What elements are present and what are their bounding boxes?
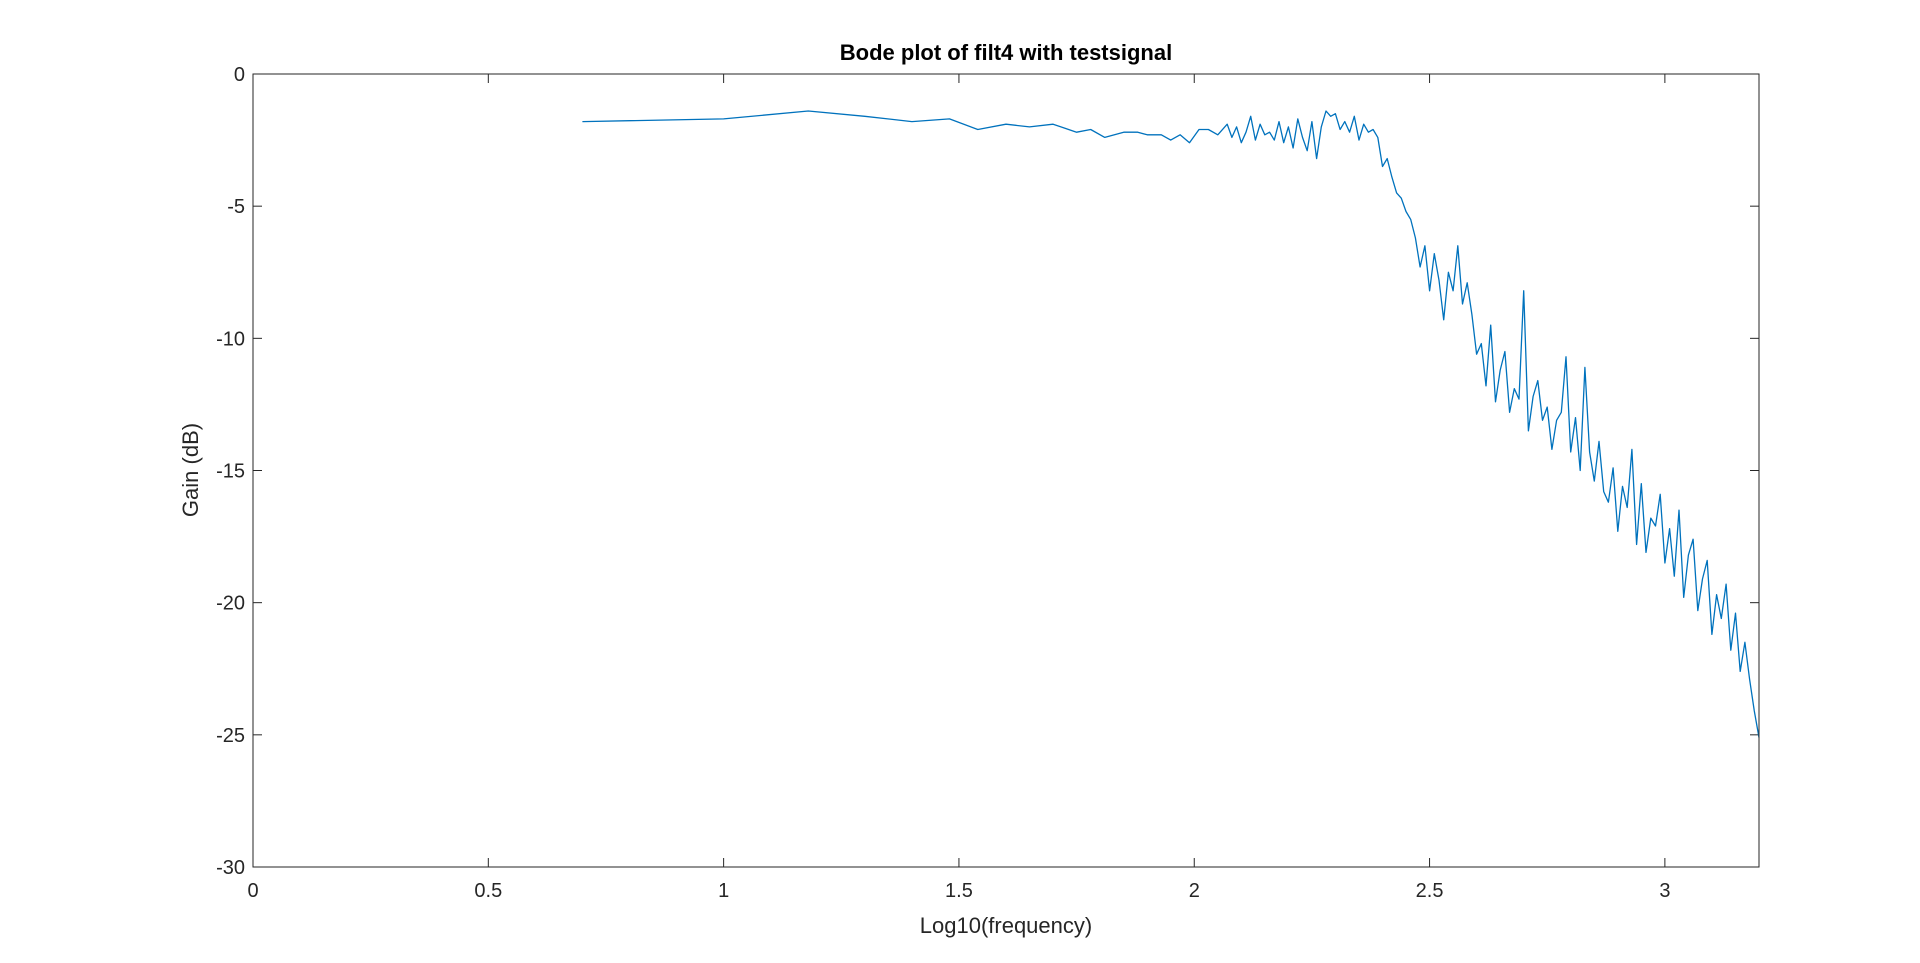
x-axis-label: Log10(frequency) — [920, 913, 1092, 938]
axes-background — [253, 74, 1759, 867]
y-tick-label: 0 — [234, 64, 245, 86]
y-tick-label: -25 — [216, 725, 245, 747]
y-tick-label: -10 — [216, 328, 245, 350]
x-tick-label: 2 — [1189, 880, 1200, 902]
x-tick-label: 1.5 — [945, 880, 973, 902]
y-tick-label: -5 — [227, 196, 245, 218]
x-tick-label: 0.5 — [474, 880, 502, 902]
axes-box — [252, 73, 1760, 868]
labels-layer: 0 0.5 1 1.5 2 2.5 3 0 -5 -10 -15 -20 -25 -30 — [216, 64, 1670, 902]
y-axis-label: Gain (dB) — [178, 423, 203, 517]
y-tick-label: -15 — [216, 461, 245, 483]
x-tick-label: 3 — [1659, 880, 1670, 902]
y-tick-label: -20 — [216, 593, 245, 615]
x-tick-label: 0 — [247, 880, 258, 902]
x-tick-label: 1 — [718, 880, 729, 902]
x-tick-label: 2.5 — [1416, 880, 1444, 902]
chart-title: Bode plot of filt4 with testsignal — [840, 40, 1172, 65]
series-line-gain — [582, 110, 1760, 738]
y-tick-label: -30 — [216, 857, 245, 879]
ticks-layer — [252, 73, 1759, 868]
